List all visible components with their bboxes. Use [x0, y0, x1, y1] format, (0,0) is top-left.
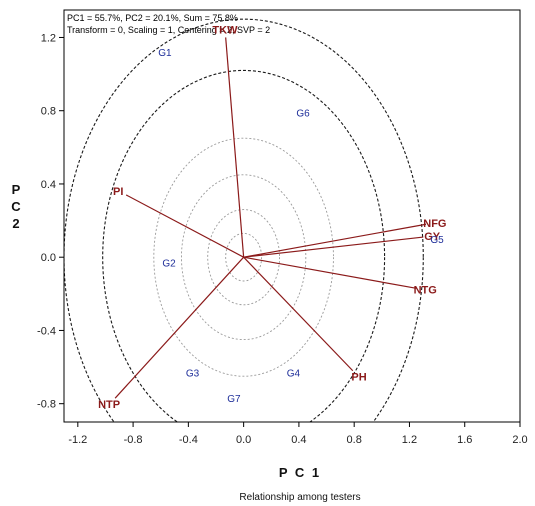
y-axis-ticks: -0.8 -0.4 0.0 0.4 0.8 1.2: [37, 32, 64, 411]
genotype-label: G6: [296, 109, 310, 120]
y-axis-title-line-1: P: [12, 182, 23, 197]
x-tick-label: -0.8: [124, 434, 143, 446]
trait-label: PH: [351, 371, 366, 383]
trait-vector: [243, 236, 424, 258]
x-tick-label: -1.2: [68, 434, 87, 446]
y-tick-label: -0.4: [37, 325, 56, 337]
settings-annotation: Transform = 0, Scaling = 1, Centering = …: [67, 25, 270, 35]
x-tick-label: 0.0: [236, 434, 251, 446]
dashed-circle: [181, 174, 307, 341]
trait-label: GY: [424, 231, 441, 243]
variance-annotation: PC1 = 55.7%, PC2 = 20.1%, Sum = 75.8%: [67, 13, 238, 23]
x-tick-label: 1.2: [402, 434, 417, 446]
genotype-label: G1: [158, 48, 172, 59]
y-tick-label: 0.4: [41, 179, 56, 191]
x-tick-label: 0.4: [291, 434, 306, 446]
trait-label: PI: [113, 186, 123, 198]
vectors-layer: [114, 37, 427, 399]
dashed-circle: [102, 69, 386, 422]
trait-vector: [243, 256, 417, 289]
x-tick-label: 2.0: [512, 434, 527, 446]
trait-label: TKW: [212, 24, 238, 36]
y-tick-label: 1.2: [41, 32, 56, 44]
plot-frame: [63, 9, 521, 423]
y-axis-title-line-3: 2: [12, 216, 21, 231]
trait-vector: [243, 256, 354, 372]
genotype-label: G2: [162, 259, 176, 270]
dashed-circle: [64, 18, 424, 422]
circles-layer: [64, 18, 424, 422]
dashed-circle: [153, 137, 334, 377]
chart-caption: Relationship among testers: [239, 492, 360, 503]
genotypes-layer: G1 G2 G3 G4 G5 G6 G7: [158, 48, 444, 405]
x-tick-label: -0.4: [179, 434, 198, 446]
dashed-circle: [225, 232, 263, 282]
x-axis-title: P C 1: [279, 465, 321, 480]
trait-vector: [225, 37, 245, 258]
trait-label: NTP: [98, 399, 120, 411]
trait-label: NTG: [414, 285, 437, 297]
genotype-label: G3: [186, 369, 200, 380]
y-tick-label: 0.8: [41, 106, 56, 118]
genotype-label: G4: [287, 369, 301, 380]
trait-vector: [114, 256, 245, 399]
genotype-label: G5: [430, 235, 444, 246]
x-tick-label: 1.6: [457, 434, 472, 446]
trait-label: NFG: [423, 218, 446, 230]
y-tick-label: 0.0: [41, 252, 56, 264]
x-tick-label: 0.8: [347, 434, 362, 446]
annotations: PC1 = 55.7%, PC2 = 20.1%, Sum = 75.8% Tr…: [67, 13, 270, 35]
x-axis-ticks: -1.2 -0.8 -0.4 0.0 0.4 0.8 1.2 1.6 2.0: [68, 422, 528, 446]
genotype-label: G7: [227, 394, 241, 405]
dashed-circle: [207, 209, 281, 306]
y-axis-title-line-2: C: [11, 199, 22, 214]
trait-vector: [243, 223, 427, 258]
y-axis-title: P C 2: [11, 182, 23, 231]
trait-vector: [125, 194, 244, 258]
y-tick-label: -0.8: [37, 399, 56, 411]
